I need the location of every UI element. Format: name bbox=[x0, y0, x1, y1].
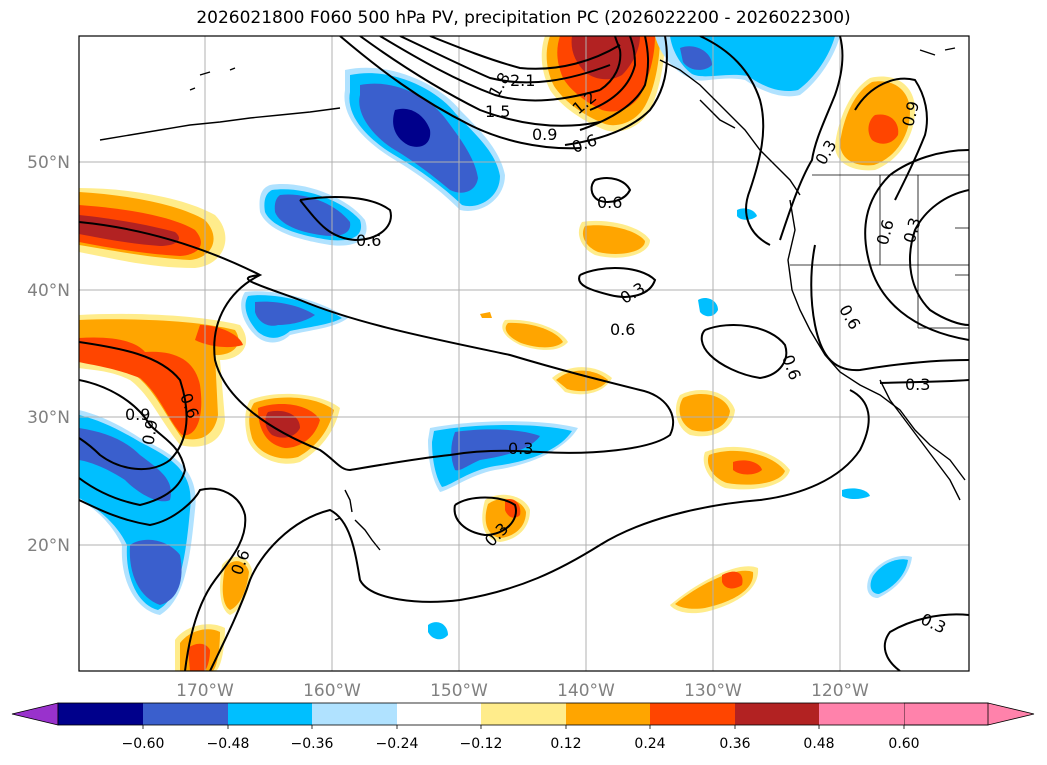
shade-positive bbox=[679, 394, 730, 432]
longitude-labels: 170°W 160°W 150°W 140°W 130°W 120°W bbox=[176, 681, 869, 701]
shade-positive bbox=[733, 460, 762, 475]
shade-negative bbox=[79, 428, 171, 502]
shade-positive bbox=[195, 325, 243, 348]
contour-label: 0.3 bbox=[905, 375, 930, 394]
shade-negative bbox=[670, 36, 835, 92]
shade-negative bbox=[129, 539, 182, 605]
lat-label: 20°N bbox=[27, 536, 70, 556]
colorbar-segment bbox=[397, 703, 481, 725]
lon-label: 140°W bbox=[557, 681, 615, 701]
shade-positive bbox=[868, 114, 899, 144]
graticule bbox=[79, 36, 969, 671]
lat-label: 30°N bbox=[27, 408, 70, 428]
colorbar-extend-high bbox=[903, 702, 1035, 726]
shade-positive bbox=[265, 410, 300, 438]
colorbar-tick-label: −0.60 bbox=[122, 736, 165, 752]
coastlines bbox=[99, 47, 966, 551]
lon-label: 170°W bbox=[176, 681, 234, 701]
shade-negative bbox=[680, 46, 712, 70]
map-frame bbox=[78, 35, 970, 672]
shade-positive bbox=[79, 337, 202, 436]
colorbar-tick-label: −0.36 bbox=[291, 736, 334, 752]
contour-label: 0.3 bbox=[508, 439, 533, 458]
colorbar-tick-label: −0.24 bbox=[376, 736, 419, 752]
colorbar-ticks bbox=[142, 725, 905, 729]
shade-positive bbox=[188, 643, 210, 671]
shade-negative bbox=[428, 622, 448, 640]
shade-negative bbox=[842, 488, 870, 499]
colorbar-segment bbox=[312, 703, 397, 725]
shade-positive bbox=[480, 312, 492, 318]
colorbar-tick-label: 0.24 bbox=[634, 736, 665, 752]
colorbar-tick-label: 0.48 bbox=[803, 736, 834, 752]
colorbar-segment bbox=[58, 703, 143, 725]
shade-positive bbox=[222, 561, 249, 610]
colorbar-tick-label: 0.12 bbox=[550, 736, 581, 752]
colorbar-segment bbox=[735, 703, 819, 725]
contour-label: 0.9 bbox=[125, 405, 150, 424]
shade-positive bbox=[722, 571, 743, 589]
shade-negative bbox=[255, 301, 315, 326]
lon-label: 150°W bbox=[430, 681, 488, 701]
pv-contours bbox=[79, 36, 969, 671]
colorbar-extend-low bbox=[11, 702, 59, 726]
contour-label: 0.6 bbox=[610, 320, 635, 339]
latitude-labels: 50°N 40°N 30°N 20°N bbox=[27, 153, 70, 556]
lat-label: 50°N bbox=[27, 153, 70, 173]
shade-positive bbox=[571, 36, 640, 80]
shade-negative bbox=[393, 108, 431, 147]
colorbar-tick-label: −0.48 bbox=[207, 736, 250, 752]
contour-label: 0.9 bbox=[138, 418, 161, 446]
contour-label: 0.6 bbox=[356, 231, 381, 250]
shade-positive bbox=[582, 225, 645, 254]
map-title: 2026021800 F060 500 hPa PV, precipitatio… bbox=[196, 8, 851, 28]
colorbar: −0.60 −0.48 −0.36 −0.24 −0.12 0.12 0.24 … bbox=[11, 702, 1035, 752]
colorbar-tick-label: 0.36 bbox=[719, 736, 750, 752]
contour-label: 0.6 bbox=[597, 193, 622, 212]
shade-positive bbox=[505, 322, 563, 348]
colorbar-tick-label: 0.60 bbox=[888, 736, 919, 752]
colorbar-segment bbox=[481, 703, 566, 725]
shade-positive bbox=[556, 370, 608, 392]
colorbar-segment bbox=[650, 703, 735, 725]
colorbar-outline bbox=[57, 702, 989, 726]
colorbar-tick-label: −0.12 bbox=[460, 736, 503, 752]
contour-label: 1.5 bbox=[485, 102, 510, 121]
contour-label: 2.1 bbox=[510, 71, 535, 90]
lat-label: 40°N bbox=[27, 281, 70, 301]
contour-label: 0.9 bbox=[532, 125, 557, 144]
lon-label: 160°W bbox=[303, 681, 361, 701]
colorbar-segment bbox=[566, 703, 650, 725]
lon-label: 130°W bbox=[684, 681, 742, 701]
colorbar-segment bbox=[228, 703, 312, 725]
shade-negative bbox=[870, 559, 908, 594]
shade-negative bbox=[451, 429, 540, 471]
lon-label: 120°W bbox=[811, 681, 869, 701]
colorbar-segment bbox=[819, 703, 904, 725]
colorbar-segment bbox=[143, 703, 228, 725]
